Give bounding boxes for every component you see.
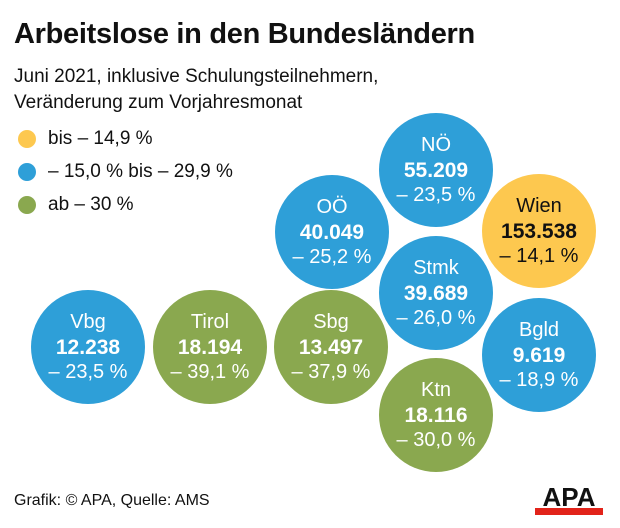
state-value: 13.497	[298, 335, 364, 359]
bubble-bgld: Bgld 9.619– 18,9 %	[482, 298, 596, 412]
state-change: – 14,1 %	[499, 244, 579, 267]
state-name: OÖ	[316, 195, 348, 218]
apa-logo: APA	[535, 484, 603, 515]
state-name: Wien	[516, 194, 562, 217]
legend-item: ab – 30 %	[18, 194, 134, 216]
subtitle-line: Juni 2021, inklusive Schulungsteilnehmer…	[14, 66, 379, 87]
state-name: Vbg	[70, 310, 106, 333]
bubble-nö: NÖ 55.209– 23,5 %	[379, 113, 493, 227]
bubble-ktn: Ktn 18.116– 30,0 %	[379, 358, 493, 472]
bubble-oö: OÖ 40.049– 25,2 %	[275, 175, 389, 289]
legend-label: ab – 30 %	[48, 194, 134, 215]
state-name: Bgld	[518, 318, 560, 341]
subtitle-line: Veränderung zum Vorjahresmonat	[14, 92, 303, 113]
bubble-tirol: Tirol 18.194– 39,1 %	[153, 290, 267, 404]
legend-dot	[18, 130, 36, 148]
state-name: Tirol	[190, 310, 230, 333]
state-name: NÖ	[421, 133, 451, 156]
source-note: Grafik: © APA, Quelle: AMS	[14, 492, 210, 509]
state-change: – 37,9 %	[291, 360, 371, 383]
state-value: 39.689	[403, 281, 469, 305]
legend-item: – 15,0 % bis – 29,9 %	[18, 161, 233, 183]
legend-label: – 15,0 % bis – 29,9 %	[48, 161, 233, 182]
state-name: Stmk	[413, 256, 459, 279]
state-change: – 25,2 %	[292, 245, 372, 268]
state-value: 40.049	[299, 220, 365, 244]
state-value: 55.209	[403, 158, 469, 182]
state-change: – 26,0 %	[396, 306, 476, 329]
legend-label: bis – 14,9 %	[48, 128, 153, 149]
state-change: – 39,1 %	[170, 360, 250, 383]
state-value: 18.116	[404, 403, 468, 427]
bubble-sbg: Sbg 13.497– 37,9 %	[274, 290, 388, 404]
chart-subtitle: Juni 2021, inklusive Schulungsteilnehmer…	[14, 64, 378, 116]
state-change: – 18,9 %	[499, 368, 579, 391]
state-value: 153.538	[501, 219, 577, 243]
state-value: 9.619	[512, 343, 566, 367]
bubble-stmk: Stmk 39.689– 26,0 %	[379, 236, 493, 350]
legend-item: bis – 14,9 %	[18, 128, 153, 150]
legend-dot	[18, 163, 36, 181]
state-name: Ktn	[420, 378, 452, 401]
state-value: 18.194	[177, 335, 243, 359]
state-change: – 30,0 %	[396, 428, 476, 451]
svg-text:APA: APA	[543, 484, 596, 512]
state-change: – 23,5 %	[48, 360, 128, 383]
state-change: – 23,5 %	[396, 183, 476, 206]
chart-title: Arbeitslose in den Bundesländern	[14, 18, 475, 50]
legend-dot	[18, 196, 36, 214]
state-name: Sbg	[313, 310, 349, 333]
bubble-wien: Wien 153.538– 14,1 %	[482, 174, 596, 288]
bubble-vbg: Vbg 12.238– 23,5 %	[31, 290, 145, 404]
state-value: 12.238	[55, 335, 121, 359]
